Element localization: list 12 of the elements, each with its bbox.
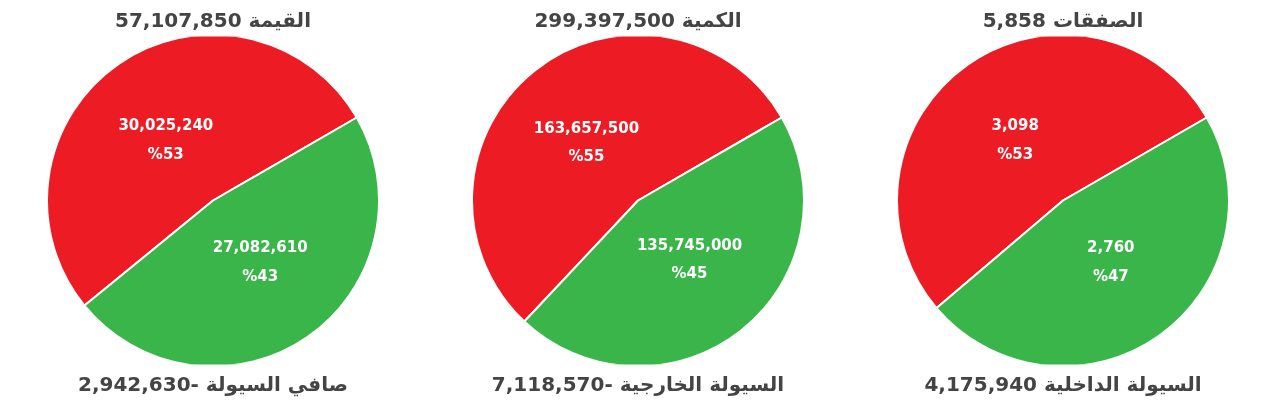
chart-title: القيمة 57,107,850	[115, 7, 311, 32]
data-label: 163,657,500 %55	[533, 118, 640, 166]
chart-title: الكمية 299,397,500	[534, 7, 742, 32]
text: السيولة الداخلية 4,175,940	[924, 371, 1202, 396]
text: صافي السيولة -2,942,630	[77, 371, 349, 397]
data-label: 30,025,240 %53	[118, 115, 214, 163]
data-label: 135,745,000 %45	[636, 235, 743, 283]
chart-title: الصفقات 5,858	[982, 7, 1144, 32]
data-label: 27,082,610 %43	[212, 238, 308, 286]
data-label: 2,760 %47	[1087, 238, 1135, 285]
data-label: 3,098 %53	[991, 116, 1039, 163]
text: السيولة الخارجية -7,118,570	[491, 371, 785, 396]
